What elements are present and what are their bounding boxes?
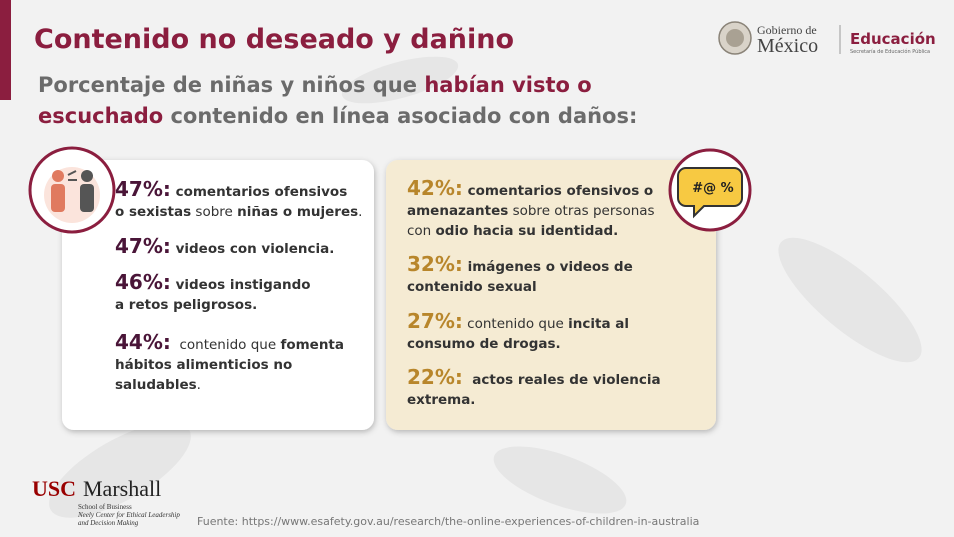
subtitle-segment: escuchado xyxy=(38,104,163,128)
logo-text: Secretaría de Educación Pública xyxy=(850,48,930,55)
item-percent: 44%: xyxy=(115,330,171,354)
left-card xyxy=(62,160,374,430)
item-line: a retos peligrosos. xyxy=(115,297,257,313)
item-text: hábitos alimenticios no xyxy=(115,357,292,373)
item-percent: 32%: xyxy=(407,252,463,276)
item-text: comentarios ofensivos xyxy=(171,184,347,200)
item-line: 22%: actos reales de violencia xyxy=(407,365,661,389)
logo-text: Educación xyxy=(850,30,936,48)
item-text: imágenes o videos de xyxy=(463,259,633,275)
background-pattern xyxy=(49,56,922,518)
logo-text: Gobierno de xyxy=(757,23,817,37)
item-line: contenido sexual xyxy=(407,279,537,295)
item-line: amenazantes sobre otras personas xyxy=(407,203,655,219)
item-text: consumo de drogas. xyxy=(407,336,561,352)
logo-text: Neely Center for Ethical Leadership xyxy=(77,511,180,519)
item-line: saludables. xyxy=(115,377,201,393)
item-line: 27%: contenido que incita al xyxy=(407,309,629,333)
item-line: consumo de drogas. xyxy=(407,336,561,352)
logo-text: School of Business xyxy=(78,503,132,511)
logo-text: USC xyxy=(32,476,76,501)
item-percent: 47%: xyxy=(115,234,171,258)
subtitle-segment: habían visto o xyxy=(424,73,591,97)
item-line: 46%: videos instigando xyxy=(115,270,311,294)
item-text: contenido sexual xyxy=(407,279,537,295)
item-text: a retos peligrosos. xyxy=(115,297,257,313)
items: 47%: comentarios ofensivos o sexistas sob… xyxy=(115,176,661,408)
item-text: contenido que xyxy=(463,316,568,332)
item-text: incita al xyxy=(568,316,629,332)
item-text: . xyxy=(197,377,201,393)
item-line: 44%: contenido que fomenta xyxy=(115,330,344,354)
item-percent: 22%: xyxy=(407,365,463,389)
item-line: hábitos alimenticios no xyxy=(115,357,292,373)
right-card xyxy=(386,160,716,430)
item-text: extrema. xyxy=(407,392,475,408)
item-text: o sexistas xyxy=(115,204,191,220)
source: Fuente: https://www.esafety.gov.au/resea… xyxy=(197,515,699,528)
logo-text: Marshall xyxy=(83,476,161,501)
item-text: fomenta xyxy=(280,337,344,353)
item-percent: 47%: xyxy=(115,177,171,201)
item-text: actos reales de violencia xyxy=(463,372,661,388)
item-text: comentarios ofensivos o xyxy=(463,183,653,199)
item-line: 42%: comentarios ofensivos o xyxy=(407,176,653,200)
item-text: niñas o mujeres xyxy=(237,204,358,220)
item-percent: 42%: xyxy=(407,176,463,200)
item-line: 47%: videos con violencia. xyxy=(115,234,334,258)
item-line: 32%: imágenes o videos de xyxy=(407,252,633,276)
item-line: 47%: comentarios ofensivos xyxy=(115,177,347,201)
item-text: videos con violencia. xyxy=(171,241,335,257)
item-line: extrema. xyxy=(407,392,475,408)
right-icon: #@ % xyxy=(668,148,752,232)
subtitle-segment: Porcentaje de niñas y niños que xyxy=(38,73,424,97)
usc-logo: USC Marshall School of Business Neely Ce… xyxy=(32,476,180,527)
item-text: amenazantes xyxy=(407,203,508,219)
left-icon xyxy=(28,146,116,234)
subtitle-segment: contenido en línea asociado con daños: xyxy=(163,104,637,128)
item-text: sobre otras personas xyxy=(508,203,654,219)
item-text: . xyxy=(358,204,362,220)
item-text: con xyxy=(407,223,436,239)
item-line: con odio hacia su identidad. xyxy=(407,223,618,239)
item-text: odio hacia su identidad. xyxy=(436,223,619,239)
item-percent: 27%: xyxy=(407,309,463,333)
subtitle-line: Porcentaje de niñas y niños que habían v… xyxy=(38,73,592,97)
logo-text: México xyxy=(757,35,818,57)
item-line: o sexistas sobre niñas o mujeres. xyxy=(115,204,362,220)
subtitle-line: escuchado contenido en línea asociado co… xyxy=(38,104,637,128)
logo-text: and Decision Making xyxy=(78,519,139,527)
item-text: videos instigando xyxy=(171,277,311,293)
title: Contenido no deseado y dañino xyxy=(34,24,514,55)
item-text: sobre xyxy=(191,204,237,220)
item-text: saludables xyxy=(115,377,197,393)
accent-bar xyxy=(0,0,11,100)
logo: Gobierno de México Educación Secretaría … xyxy=(718,21,936,57)
icon-text: #@ % xyxy=(692,181,733,196)
item-percent: 46%: xyxy=(115,270,171,294)
item-text: contenido que xyxy=(171,337,281,353)
subtitle: Porcentaje de niñas y niños que habían v… xyxy=(38,73,637,128)
